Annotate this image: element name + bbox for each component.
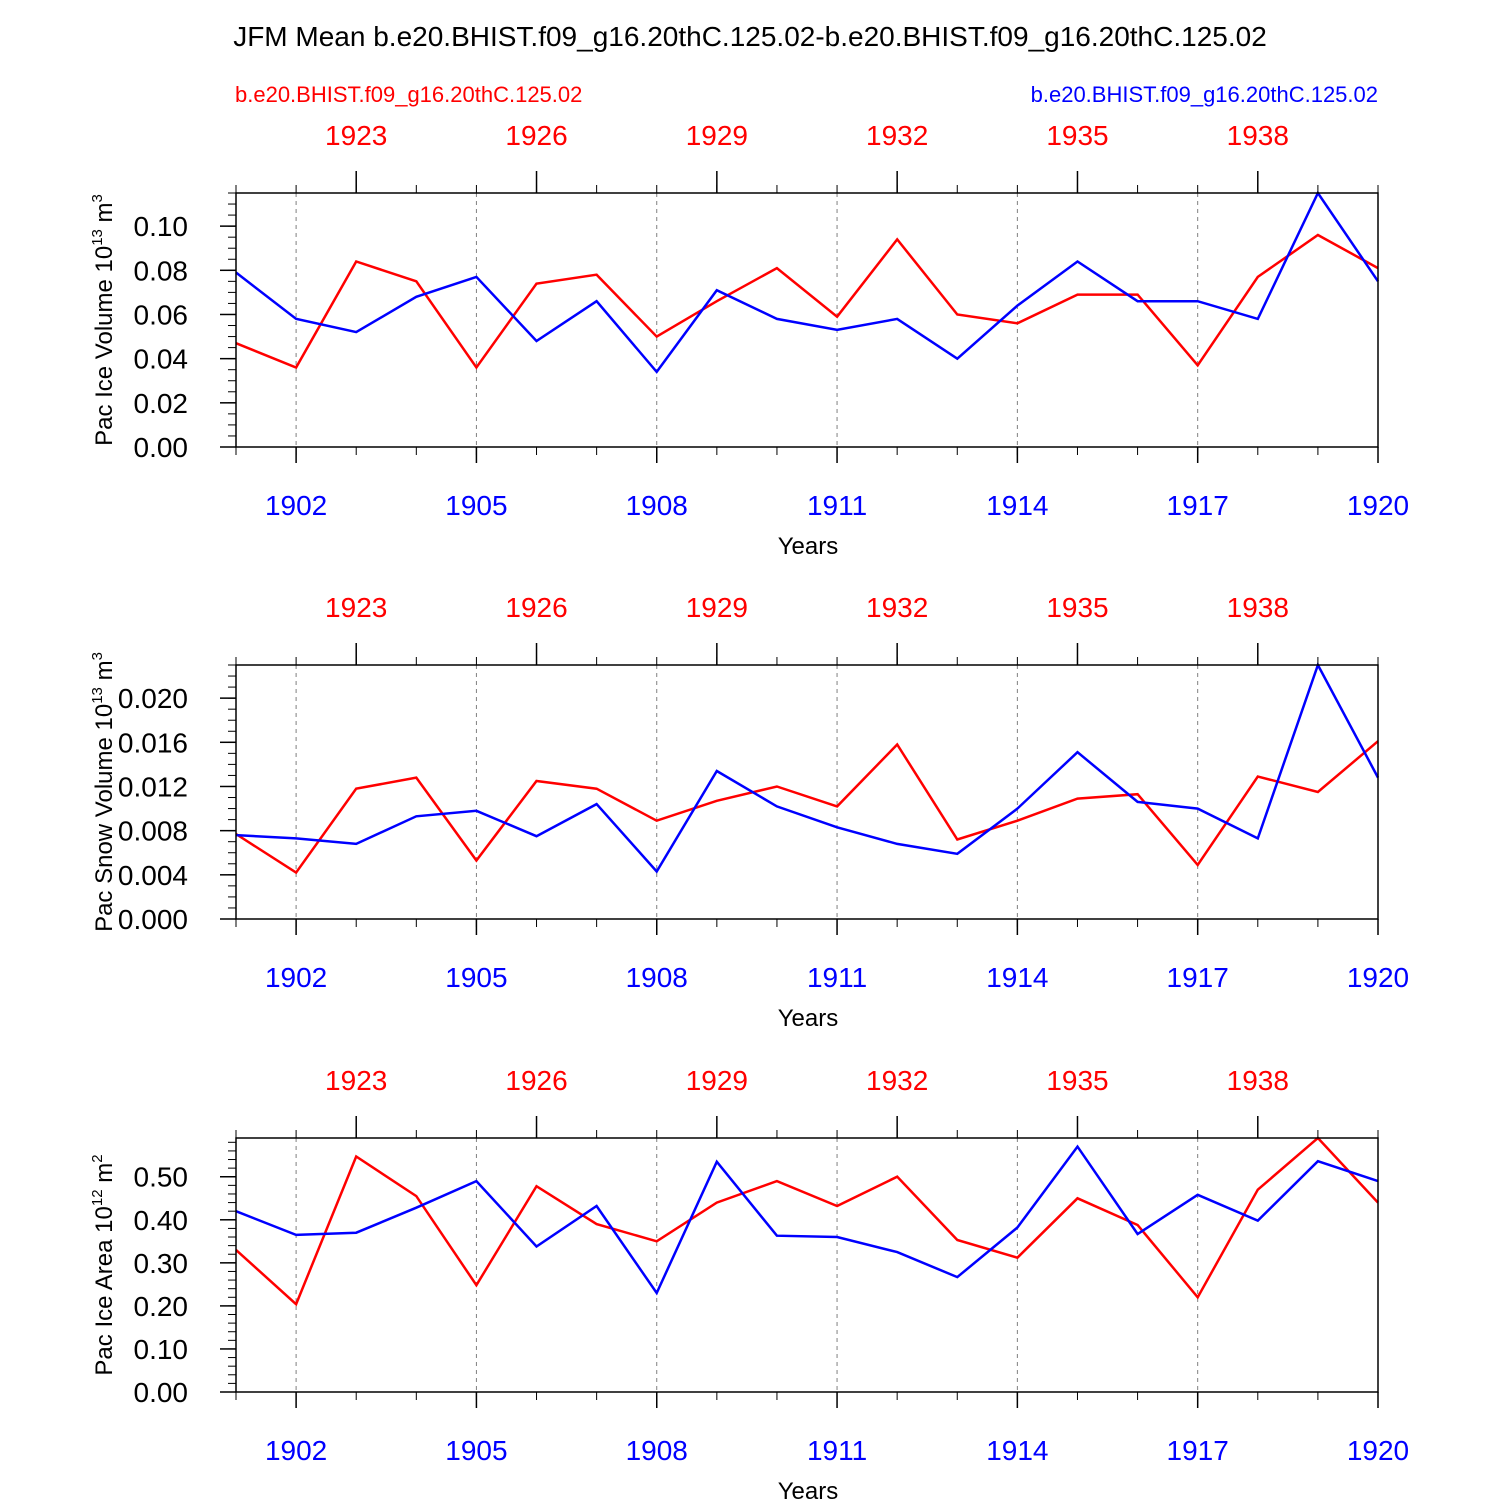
y-tick-label: 0.020 — [118, 683, 188, 714]
y-tick-label: 0.004 — [118, 860, 188, 891]
x-tick-label-bottom: 1905 — [445, 490, 507, 521]
y-tick-label: 0.000 — [118, 904, 188, 935]
y-tick-label: 0.08 — [134, 255, 189, 286]
y-axis-label-superscript: 3 — [89, 652, 106, 660]
x-tick-label-bottom: 1911 — [807, 1435, 867, 1466]
red-series-line — [235, 233, 1379, 370]
x-tick-label-top: 1932 — [866, 1065, 928, 1096]
case-label-right: b.e20.BHIST.f09_g16.20thC.125.02 — [1031, 82, 1378, 107]
x-tick-label-bottom: 1911 — [807, 490, 867, 521]
y-tick-label: 0.02 — [134, 388, 189, 419]
blue-series-line — [235, 661, 1380, 874]
y-axis-label: Pac Ice Volume 1013 m3 — [89, 194, 118, 446]
x-tick-label-top: 1929 — [686, 1065, 748, 1096]
x-tick-label-top: 1929 — [686, 592, 748, 623]
x-tick-label-top: 1935 — [1046, 592, 1108, 623]
y-tick-label: 0.30 — [134, 1248, 189, 1279]
plot-frame — [235, 192, 1379, 448]
blue-series-line — [235, 1144, 1379, 1296]
x-tick-label-top: 1938 — [1227, 120, 1289, 151]
x-tick-label-bottom: 1908 — [626, 490, 688, 521]
x-tick-label-top: 1932 — [866, 120, 928, 151]
x-tick-label-top: 1926 — [505, 592, 567, 623]
y-axis-label-superscript: 12 — [89, 1189, 106, 1206]
x-axis-label: Years — [778, 533, 839, 560]
y-axis-label: Pac Snow Volume 1013 m3 — [89, 652, 118, 932]
x-tick-label-bottom: 1914 — [986, 1435, 1048, 1466]
x-tick-label-bottom: 1905 — [445, 1435, 507, 1466]
x-tick-label-bottom: 1917 — [1167, 490, 1229, 521]
x-tick-label-top: 1935 — [1046, 1065, 1108, 1096]
y-tick-label: 0.20 — [134, 1291, 189, 1322]
x-tick-label-top: 1923 — [325, 1065, 387, 1096]
x-tick-label-top: 1935 — [1046, 120, 1108, 151]
blue-series-line — [235, 190, 1380, 374]
plot-frame — [235, 1137, 1379, 1393]
chart-panel-2: 0.000 0.004 0.008 0.012 0.016 0.020 1902 1905 19… — [89, 592, 1409, 1032]
y-tick-label: 0.00 — [134, 432, 189, 463]
x-tick-label-bottom: 1902 — [265, 1435, 327, 1466]
case-label-left: b.e20.BHIST.f09_g16.20thC.125.02 — [235, 82, 582, 107]
x-tick-label-top: 1929 — [686, 120, 748, 151]
x-tick-label-bottom: 1905 — [445, 962, 507, 993]
x-tick-label-bottom: 1902 — [265, 490, 327, 521]
x-tick-label-top: 1923 — [325, 592, 387, 623]
y-axis-label-part: Pac Ice Area 10 — [91, 1206, 118, 1375]
y-tick-label: 0.008 — [118, 816, 188, 847]
x-tick-label-top: 1938 — [1227, 592, 1289, 623]
x-tick-label-bottom: 1920 — [1347, 490, 1409, 521]
x-tick-label-bottom: 1908 — [626, 1435, 688, 1466]
x-tick-label-bottom: 1914 — [986, 962, 1048, 993]
y-axis-label-part: m — [91, 660, 118, 687]
red-series-line — [235, 740, 1379, 875]
plot-frame — [235, 664, 1379, 920]
x-tick-label-bottom: 1908 — [626, 962, 688, 993]
y-axis-label-part: m — [91, 1163, 118, 1190]
figure-title: JFM Mean b.e20.BHIST.f09_g16.20thC.125.0… — [233, 21, 1267, 52]
x-tick-label-top: 1923 — [325, 120, 387, 151]
y-axis-label-superscript: 13 — [89, 687, 106, 704]
y-tick-label: 0.10 — [134, 211, 189, 242]
x-axis-label: Years — [778, 1478, 839, 1500]
x-tick-label-bottom: 1911 — [807, 962, 867, 993]
x-tick-label-bottom: 1920 — [1347, 962, 1409, 993]
y-tick-label: 0.40 — [134, 1205, 189, 1236]
x-tick-label-bottom: 1902 — [265, 962, 327, 993]
chart-panel-1: 0.00 0.02 0.04 0.06 0.08 0.10 1902 1905 1908 1911… — [89, 120, 1409, 560]
y-axis-label-part: m — [91, 202, 118, 229]
y-tick-label: 0.10 — [134, 1334, 189, 1365]
x-tick-label-top: 1926 — [505, 1065, 567, 1096]
x-axis-label: Years — [778, 1005, 839, 1032]
x-tick-label-top: 1932 — [866, 592, 928, 623]
x-tick-label-bottom: 1917 — [1167, 1435, 1229, 1466]
y-tick-label: 0.016 — [118, 727, 188, 758]
x-tick-label-top: 1926 — [505, 120, 567, 151]
y-tick-label: 0.50 — [134, 1162, 189, 1193]
y-axis-label: Pac Ice Area 1012 m2 — [89, 1154, 118, 1375]
x-tick-label-bottom: 1917 — [1167, 962, 1229, 993]
x-tick-label-bottom: 1914 — [986, 490, 1048, 521]
y-axis-label-superscript: 3 — [89, 194, 106, 202]
y-tick-label: 0.04 — [134, 344, 189, 375]
y-axis-label-superscript: 13 — [89, 229, 106, 246]
x-tick-label-bottom: 1920 — [1347, 1435, 1409, 1466]
chart-panel-3: 0.00 0.10 0.20 0.30 0.40 0.50 1902 1905 1908 1911… — [89, 1065, 1409, 1500]
y-axis-label-part: Pac Snow Volume 10 — [91, 704, 118, 932]
y-tick-label: 0.06 — [134, 299, 189, 330]
y-axis-label-superscript: 2 — [89, 1154, 106, 1162]
x-tick-label-top: 1938 — [1227, 1065, 1289, 1096]
red-series-line — [235, 1136, 1379, 1307]
y-tick-label: 0.00 — [134, 1377, 189, 1408]
y-tick-label: 0.012 — [118, 771, 188, 802]
y-axis-label-part: Pac Ice Volume 10 — [91, 246, 118, 446]
